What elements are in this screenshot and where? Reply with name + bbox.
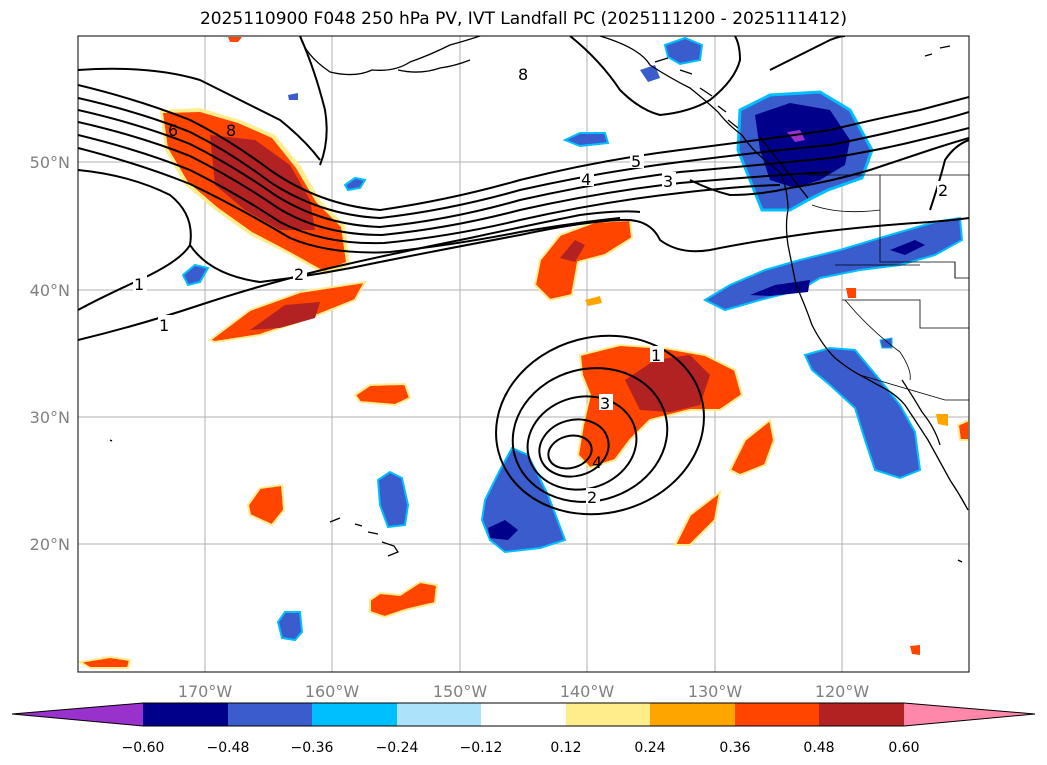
contour-label: 2	[587, 488, 597, 507]
lat-label: 40°N	[30, 281, 70, 300]
colorbar	[11, 702, 1036, 727]
contour-label: 3	[600, 394, 610, 413]
contour-label: 1	[651, 346, 661, 365]
colorbar-extend-high	[904, 703, 1035, 726]
longitude-labels: 170°W 160°W 150°W 140°W 130°W 120°W	[178, 682, 870, 701]
contour-label: 6	[168, 121, 178, 140]
lon-label: 120°W	[815, 682, 870, 701]
contour-label: 2	[294, 265, 304, 284]
contour-label: 4	[581, 170, 591, 189]
latitude-labels: 50°N 40°N 30°N 20°N	[30, 153, 70, 554]
lon-label: 130°W	[688, 682, 743, 701]
lon-label: 170°W	[178, 682, 233, 701]
contour-label: 8	[226, 121, 236, 140]
contour-label: 1	[159, 316, 169, 335]
contour-label: 1	[134, 275, 144, 294]
colorbar-tick: 0.24	[634, 740, 665, 756]
lat-label: 20°N	[30, 535, 70, 554]
lon-label: 140°W	[560, 682, 615, 701]
colorbar-tick: 0.12	[550, 740, 581, 756]
contour-label: 4	[592, 453, 602, 472]
negative-pv-areas	[181, 36, 964, 642]
contour-label: 2	[938, 181, 948, 200]
colorbar-tick: 0.48	[803, 740, 834, 756]
colorbar-swatch	[650, 703, 735, 726]
map-title: 2025110900 F048 250 hPa PV, IVT Landfall…	[199, 9, 847, 29]
colorbar-extend-low	[12, 703, 143, 726]
colorbar-swatch	[819, 703, 904, 726]
colorbar-tick: −0.48	[207, 740, 250, 756]
colorbar-swatch	[735, 703, 819, 726]
colorbar-tick: −0.36	[291, 740, 334, 756]
coastlines	[109, 36, 969, 563]
contour-labels: 1 1 2 4 5 3 6 8 8 1 3 2 2 4	[133, 65, 951, 507]
colorbar-swatch	[312, 703, 397, 726]
colorbar-swatch	[143, 703, 228, 726]
colorbar-swatch	[481, 703, 566, 726]
colorbar-tick: −0.24	[376, 740, 419, 756]
lon-label: 150°W	[433, 682, 488, 701]
contour-label: 8	[518, 65, 528, 84]
colorbar-tick: 0.60	[888, 740, 919, 756]
political-borders	[808, 174, 969, 401]
colorbar-swatch	[566, 703, 650, 726]
map-frame	[77, 35, 970, 673]
contour-label: 5	[631, 152, 641, 171]
lon-label: 160°W	[305, 682, 360, 701]
contour-label: 3	[663, 172, 673, 191]
colorbar-swatch	[397, 703, 481, 726]
colorbar-ticks: −0.60 −0.48 −0.36 −0.24 −0.12 0.12 0.24 …	[122, 740, 920, 756]
colorbar-tick: −0.12	[460, 740, 503, 756]
lat-label: 50°N	[30, 153, 70, 172]
colorbar-swatch	[228, 703, 312, 726]
colorbar-tick: 0.36	[719, 740, 750, 756]
lat-label: 30°N	[30, 408, 70, 427]
colorbar-tick: −0.60	[122, 740, 165, 756]
